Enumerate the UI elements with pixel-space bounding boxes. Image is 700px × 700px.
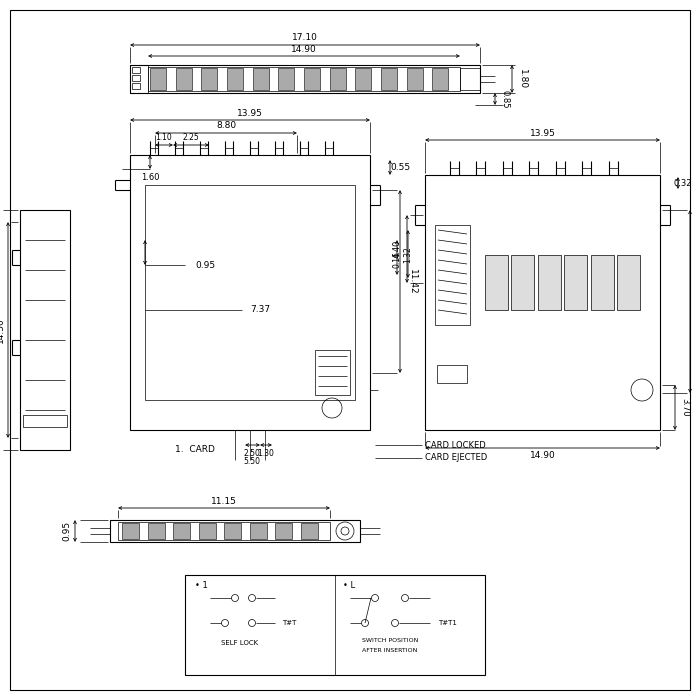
Text: 0.16: 0.16: [393, 251, 402, 268]
Text: 1.  CARD: 1. CARD: [175, 445, 215, 454]
Text: AFTER INSERTION: AFTER INSERTION: [363, 648, 418, 654]
Bar: [437, 365, 467, 383]
Text: 0.55: 0.55: [390, 162, 410, 172]
Text: 11.42: 11.42: [697, 288, 700, 314]
Text: 2.25: 2.25: [183, 134, 200, 143]
Bar: [176, 68, 192, 90]
Text: 0.32: 0.32: [673, 178, 692, 188]
Bar: [227, 68, 243, 90]
Bar: [433, 68, 449, 90]
Bar: [356, 68, 372, 90]
Bar: [617, 255, 640, 310]
Bar: [130, 155, 370, 430]
Text: 13.95: 13.95: [530, 129, 555, 137]
Bar: [304, 68, 320, 90]
Bar: [315, 350, 350, 395]
Text: SWITCH POSITION: SWITCH POSITION: [362, 638, 418, 643]
Bar: [110, 520, 360, 542]
Bar: [485, 255, 508, 310]
Text: 7.37: 7.37: [250, 305, 270, 314]
Bar: [300, 523, 318, 539]
Text: T#T: T#T: [282, 620, 296, 626]
Bar: [148, 67, 460, 91]
Bar: [132, 75, 140, 81]
Bar: [224, 523, 241, 539]
Text: 0.85: 0.85: [500, 90, 510, 108]
Text: 1.60: 1.60: [141, 172, 160, 181]
Text: • L: • L: [343, 580, 355, 589]
Text: 14.90: 14.90: [291, 45, 317, 53]
Text: 13.95: 13.95: [237, 108, 263, 118]
Bar: [132, 83, 140, 89]
Bar: [173, 523, 190, 539]
Text: 14.90: 14.90: [530, 452, 555, 461]
Bar: [425, 175, 660, 430]
Text: T#T1: T#T1: [438, 620, 457, 626]
Bar: [435, 225, 470, 325]
Bar: [199, 523, 216, 539]
Bar: [591, 255, 614, 310]
Bar: [148, 523, 164, 539]
Bar: [118, 522, 330, 540]
Text: 1.32: 1.32: [403, 246, 412, 263]
Bar: [564, 255, 587, 310]
Bar: [122, 523, 139, 539]
Text: 0.95: 0.95: [62, 521, 71, 541]
Text: 1.80: 1.80: [517, 69, 526, 89]
Bar: [538, 255, 561, 310]
Bar: [279, 68, 295, 90]
Text: 11.15: 11.15: [211, 496, 237, 505]
Bar: [249, 523, 267, 539]
Bar: [20, 210, 70, 450]
Text: 11.42: 11.42: [407, 269, 416, 294]
Bar: [132, 67, 140, 73]
Bar: [145, 185, 355, 400]
Text: 5.50: 5.50: [244, 458, 260, 466]
Text: 3.70: 3.70: [680, 398, 690, 416]
Text: 14.50: 14.50: [0, 317, 4, 343]
Text: 0.95: 0.95: [195, 260, 215, 270]
Bar: [253, 68, 269, 90]
Bar: [150, 68, 166, 90]
Bar: [23, 415, 67, 427]
Bar: [381, 68, 397, 90]
Text: 1.30: 1.30: [258, 449, 274, 458]
Text: CARD EJECTED: CARD EJECTED: [425, 454, 487, 463]
Bar: [512, 255, 534, 310]
Bar: [202, 68, 218, 90]
Bar: [407, 68, 423, 90]
Text: 2.50: 2.50: [244, 449, 260, 458]
Text: 1.10: 1.10: [155, 134, 172, 143]
Text: • 1: • 1: [195, 580, 208, 589]
Bar: [130, 65, 148, 93]
Text: 8.80: 8.80: [216, 122, 236, 130]
Bar: [185, 575, 485, 675]
Bar: [330, 68, 346, 90]
Bar: [130, 65, 480, 93]
Text: SELF LOCK: SELF LOCK: [221, 640, 258, 646]
Bar: [460, 68, 480, 90]
Text: 17.10: 17.10: [292, 34, 318, 43]
Bar: [275, 523, 292, 539]
Text: CARD LOCKED: CARD LOCKED: [425, 440, 486, 449]
Text: 4.40: 4.40: [393, 240, 402, 258]
